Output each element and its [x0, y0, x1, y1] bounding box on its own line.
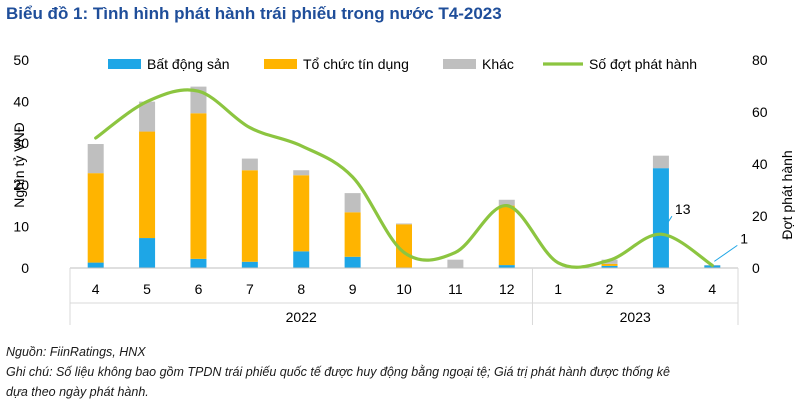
bar-khac-11 [652, 155, 669, 169]
x-tick-label: 11 [448, 281, 463, 297]
x-tick-label: 12 [499, 281, 515, 297]
x-tick-label: 4 [708, 281, 716, 297]
x-tick-label: 3 [657, 281, 665, 297]
y2-tick-label: 20 [752, 208, 768, 224]
bar-bat-dong-san-11 [652, 168, 669, 268]
x-tick-label: 1 [554, 281, 562, 297]
bar-to-chuc-tin-dung-1 [139, 131, 156, 239]
year-group-label: 2023 [620, 309, 651, 325]
y2-tick-label: 40 [752, 156, 768, 172]
footnote-line-2: dựa theo ngày phát hành. [6, 385, 149, 399]
y-tick-label: 0 [21, 260, 29, 276]
x-tick-label: 9 [349, 281, 357, 297]
chart-title: Biểu đồ 1: Tình hình phát hành trái phiế… [6, 4, 502, 23]
bar-to-chuc-tin-dung-8 [498, 205, 515, 266]
bar-bat-dong-san-10 [601, 265, 618, 268]
axes-layer: 0 10 20 30 40 50 0 20 40 60 80 Nghìn tỷ VNĐ Đợt phát… [11, 52, 795, 325]
legend-item-label: Số đợt phát hành [589, 56, 697, 72]
bar-khac-3 [241, 158, 258, 171]
bar-khac-5 [344, 193, 361, 213]
x-tick-label: 10 [396, 281, 412, 297]
x-tick-label: 2 [606, 281, 614, 297]
bar-khac-4 [293, 170, 310, 176]
bar-bat-dong-san-1 [139, 238, 156, 268]
bar-to-chuc-tin-dung-0 [87, 173, 104, 263]
legend-item-label: Bất động sản [147, 56, 230, 72]
y2-axis-label: Đợt phát hành [779, 150, 795, 239]
y-tick-label: 10 [13, 218, 29, 234]
legend-swatch [443, 59, 476, 69]
bar-bat-dong-san-3 [241, 261, 258, 268]
bars-layer [87, 86, 721, 268]
line-layer: 13 1 [94, 88, 748, 269]
source-note: Nguồn: FiinRatings, HNX [6, 345, 146, 359]
x-tick-label: 6 [195, 281, 203, 297]
y-tick-label: 30 [13, 135, 29, 151]
bar-to-chuc-tin-dung-5 [344, 212, 361, 257]
data-label-leader [662, 215, 673, 231]
bar-to-chuc-tin-dung-3 [241, 170, 258, 262]
line-data-label: 13 [675, 201, 691, 217]
line-data-label: 1 [740, 230, 748, 246]
bar-to-chuc-tin-dung-4 [293, 175, 310, 252]
bar-bat-dong-san-0 [87, 262, 104, 268]
y2-tick-label: 80 [752, 52, 768, 68]
y-tick-label: 50 [13, 52, 29, 68]
chart-canvas: 0 10 20 30 40 50 0 20 40 60 80 Nghìn tỷ VNĐ Đợt phát… [11, 52, 795, 325]
year-group-label: 2022 [286, 309, 317, 325]
bar-khac-6 [396, 223, 412, 225]
y-axis-label: Nghìn tỷ VNĐ [11, 122, 27, 208]
bar-khac-1 [139, 101, 156, 132]
bar-to-chuc-tin-dung-10 [601, 263, 618, 266]
legend-swatch [108, 59, 141, 69]
y-tick-label: 20 [13, 177, 29, 193]
x-tick-label: 4 [92, 281, 100, 297]
bar-khac-0 [87, 144, 104, 174]
legend-item-label: Tổ chức tín dụng [303, 56, 409, 72]
bar-bat-dong-san-4 [293, 251, 310, 268]
y-tick-label: 40 [13, 94, 29, 110]
line-so-dot-phat-hanh [94, 88, 714, 269]
legend-swatch [264, 59, 297, 69]
x-tick-label: 7 [246, 281, 254, 297]
bar-bat-dong-san-8 [498, 265, 515, 268]
footnote-line-1: Ghi chú: Số liệu không bao gồm TPDN trái… [6, 365, 671, 379]
bar-to-chuc-tin-dung-6 [396, 224, 412, 268]
bar-bat-dong-san-2 [190, 258, 207, 268]
legend: Bất động sản Tổ chức tín dụng Khác Số đợt p… [108, 56, 697, 72]
bar-khac-8 [498, 199, 515, 206]
bar-bat-dong-san-5 [344, 256, 361, 268]
y2-tick-label: 0 [752, 260, 760, 276]
x-tick-label: 8 [297, 281, 305, 297]
y2-tick-label: 60 [752, 104, 768, 120]
bar-khac-7 [447, 259, 464, 268]
bar-to-chuc-tin-dung-2 [190, 113, 207, 259]
x-tick-label: 5 [143, 281, 151, 297]
data-label-leader [714, 244, 738, 262]
legend-item-label: Khác [482, 56, 514, 72]
